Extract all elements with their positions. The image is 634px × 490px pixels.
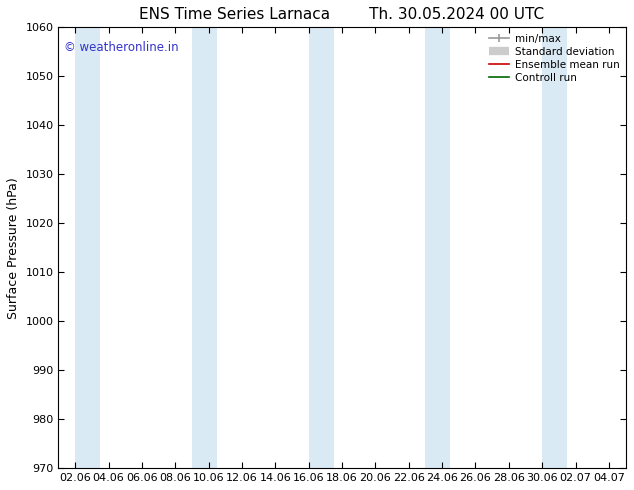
- Legend: min/max, Standard deviation, Ensemble mean run, Controll run: min/max, Standard deviation, Ensemble me…: [484, 29, 623, 87]
- Text: © weatheronline.in: © weatheronline.in: [64, 41, 179, 53]
- Bar: [192, 27, 217, 468]
- Bar: [542, 27, 567, 468]
- Y-axis label: Surface Pressure (hPa): Surface Pressure (hPa): [7, 177, 20, 318]
- Title: ENS Time Series Larnaca        Th. 30.05.2024 00 UTC: ENS Time Series Larnaca Th. 30.05.2024 0…: [139, 7, 545, 22]
- Bar: [425, 27, 450, 468]
- Bar: [75, 27, 100, 468]
- Bar: [309, 27, 333, 468]
